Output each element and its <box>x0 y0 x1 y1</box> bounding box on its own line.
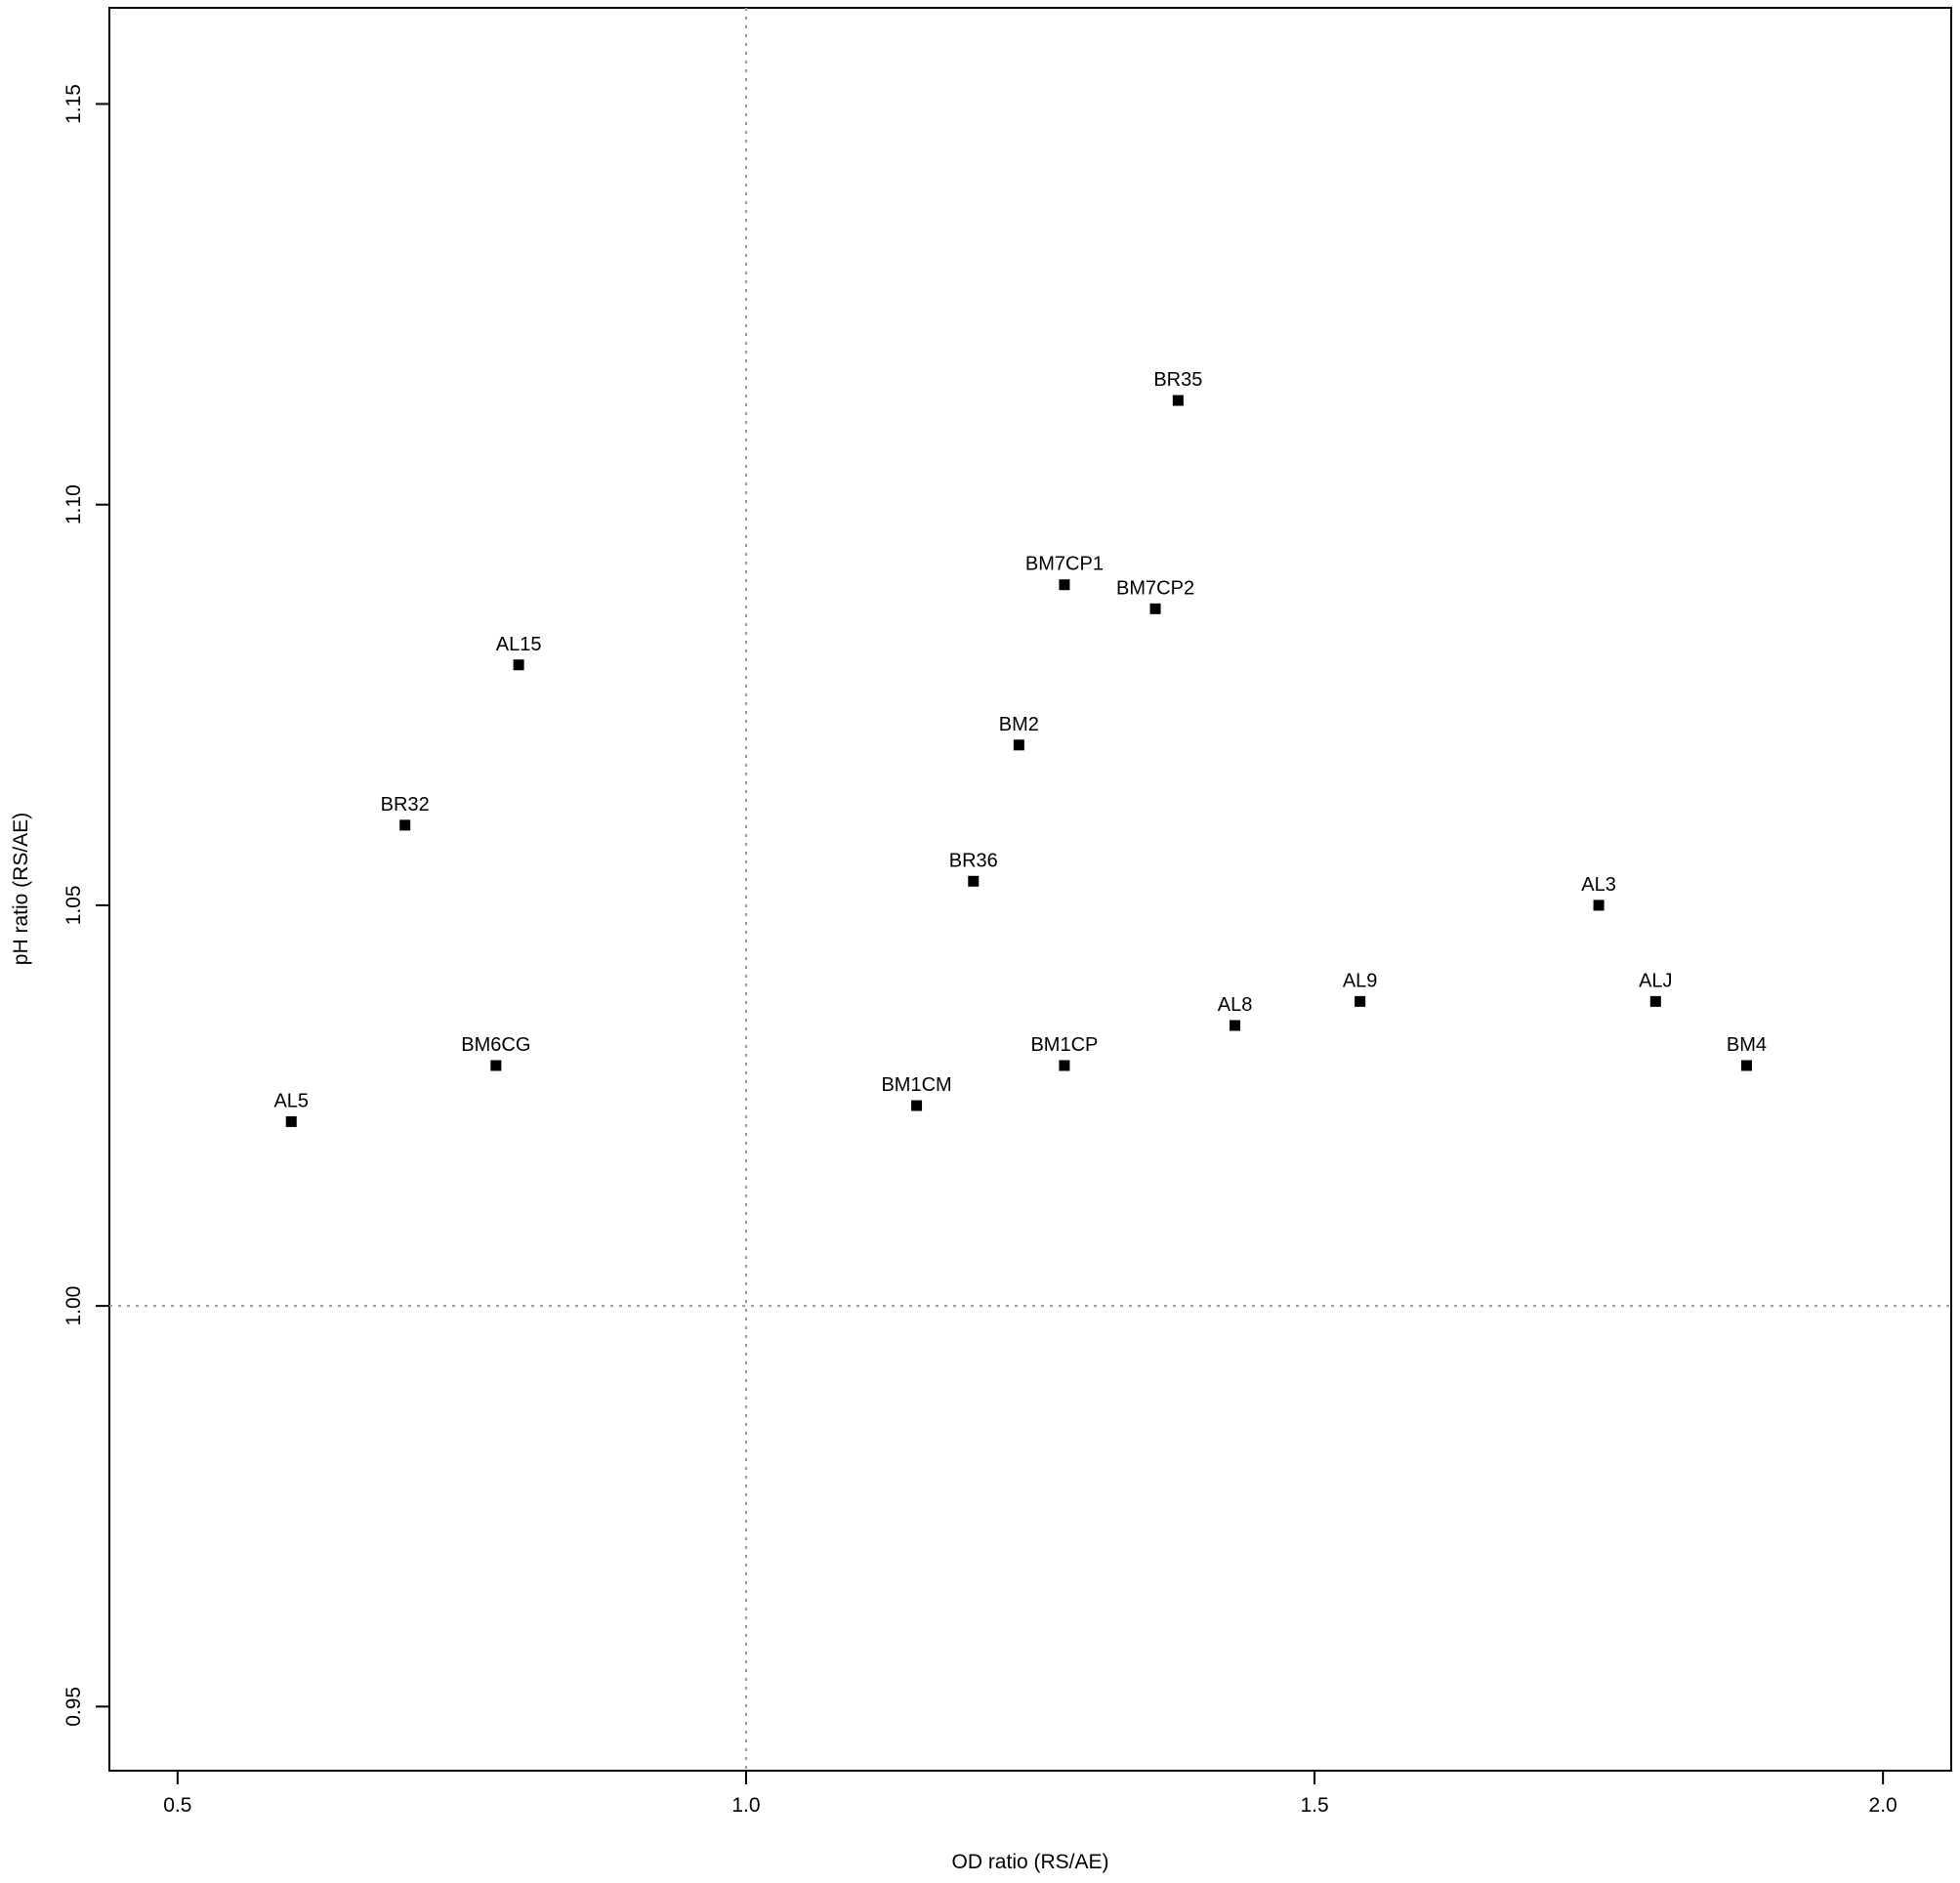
data-point-label: BR35 <box>1153 369 1202 391</box>
data-point-label: AL5 <box>273 1090 309 1111</box>
data-point-marker <box>968 875 980 887</box>
data-point-label: BM4 <box>1727 1034 1767 1056</box>
data-point-marker <box>490 1060 502 1071</box>
data-point-marker <box>1230 1020 1241 1031</box>
y-axis-label: pH ratio (RS/AE) <box>10 813 32 965</box>
data-point-label: AL3 <box>1581 874 1616 896</box>
data-point-marker <box>1172 395 1184 406</box>
data-point-marker <box>1059 1060 1070 1071</box>
data-point-label: BM7CP2 <box>1116 577 1194 599</box>
x-tick-label: 2.0 <box>1869 1794 1897 1817</box>
data-points: AL5 BR32 BM6CG AL15 BM1CM BR36 BM2 BM7CP1 BM1CP B… <box>273 369 1767 1127</box>
data-point-label: BM1CM <box>881 1074 951 1096</box>
x-tick-label: 1.0 <box>731 1794 760 1817</box>
data-point-label: BM2 <box>999 714 1039 735</box>
data-point-marker <box>1355 995 1366 1007</box>
data-point-label: AL15 <box>496 634 542 655</box>
plot-frame <box>108 7 1952 1772</box>
data-point-marker <box>1593 900 1605 911</box>
x-axis-label: OD ratio (RS/AE) <box>951 1851 1108 1873</box>
y-tick-label: 1.10 <box>63 484 85 524</box>
x-tick-label: 1.5 <box>1300 1794 1328 1817</box>
x-axis: 0.5 1.0 1.5 2.0 <box>163 1771 1897 1817</box>
y-tick-label: 1.05 <box>63 885 85 925</box>
data-point-label: BM7CP1 <box>1025 554 1104 575</box>
data-point-marker <box>513 659 524 671</box>
data-point-label: AL8 <box>1218 994 1253 1016</box>
data-point-marker <box>911 1100 923 1111</box>
y-tick-label: 1.15 <box>63 84 85 124</box>
y-tick-label: 1.00 <box>63 1286 85 1326</box>
data-point-label: BM1CP <box>1030 1034 1098 1056</box>
data-point-marker <box>1740 1060 1752 1071</box>
data-point-label: BM6CG <box>461 1034 530 1056</box>
y-tick-label: 0.95 <box>63 1687 85 1727</box>
data-point-marker <box>1149 603 1161 614</box>
y-axis: 0.95 1.00 1.05 1.10 1.15 <box>63 84 109 1727</box>
data-point-marker <box>1649 995 1661 1007</box>
data-point-marker <box>1013 739 1024 751</box>
data-point-marker <box>1059 579 1070 591</box>
data-point-marker <box>399 819 411 831</box>
data-point-label: BR32 <box>381 794 430 816</box>
data-point-marker <box>285 1115 297 1127</box>
data-point-label: BR36 <box>949 850 998 871</box>
data-point-label: AL9 <box>1343 970 1378 991</box>
data-point-label: ALJ <box>1639 970 1672 991</box>
x-tick-label: 0.5 <box>163 1794 191 1817</box>
